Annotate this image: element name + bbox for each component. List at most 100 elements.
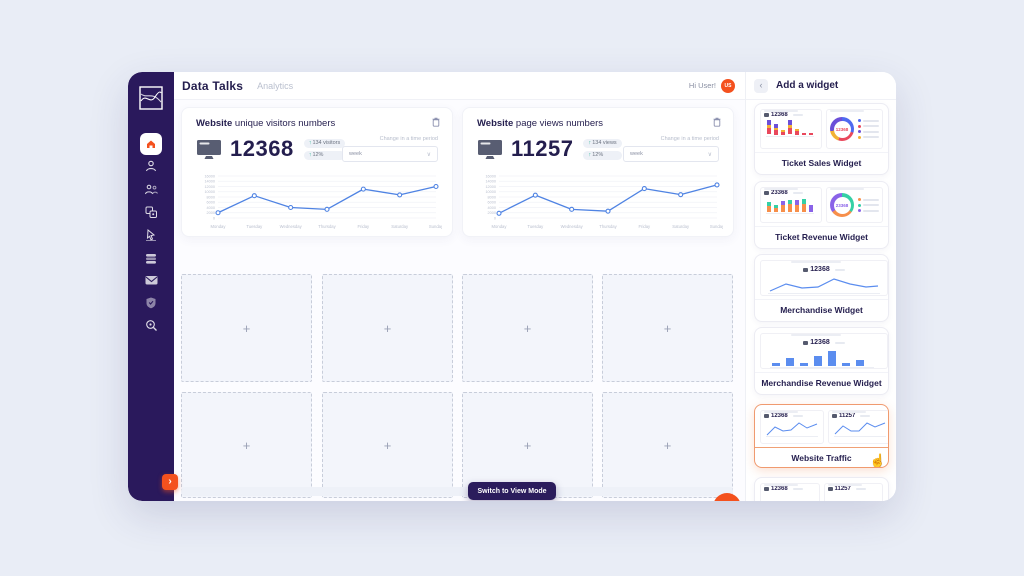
chevron-down-icon: ∨ bbox=[707, 151, 712, 158]
chevron-down-icon: ∨ bbox=[426, 151, 431, 158]
svg-text:Thursday: Thursday bbox=[318, 224, 336, 229]
placeholder-cell[interactable]: + bbox=[602, 392, 733, 498]
delete-widget-icon[interactable] bbox=[432, 117, 440, 127]
change-percent-badge: ↑12% bbox=[583, 150, 622, 160]
svg-text:Tuesday: Tuesday bbox=[246, 224, 263, 229]
period-select[interactable]: week ∨ bbox=[623, 146, 719, 162]
period-label: Change in a time period bbox=[660, 136, 719, 142]
mini-donut-preview: 23368 bbox=[826, 187, 883, 223]
page-title: Data Talks bbox=[182, 78, 244, 93]
mini-bar-preview: 12368 bbox=[760, 333, 888, 369]
sidebar-item-mail[interactable] bbox=[128, 270, 174, 290]
placeholder-cell[interactable]: + bbox=[322, 392, 453, 498]
widget-card-merchandise[interactable]: 12368 Merchandise Widget bbox=[754, 254, 889, 322]
plus-icon: + bbox=[523, 437, 532, 453]
dashboard-canvas: Website unique visitors numbers 12368 bbox=[174, 100, 745, 501]
sidebar-expand-button[interactable]: › bbox=[162, 474, 178, 490]
sidebar-item-user[interactable] bbox=[128, 156, 174, 176]
sidebar-item-stack[interactable] bbox=[128, 248, 174, 268]
svg-text:16000: 16000 bbox=[485, 174, 496, 178]
placeholder-cell[interactable]: + bbox=[462, 274, 593, 382]
widget-card-label: Ticket Revenue Widget bbox=[755, 226, 888, 248]
monitor-icon bbox=[196, 139, 222, 160]
metric-value: 12368 bbox=[230, 136, 294, 161]
widget-card-label: Merchandise Widget bbox=[755, 299, 888, 321]
sidebar-item-search[interactable] bbox=[128, 315, 174, 335]
svg-text:Monday: Monday bbox=[211, 224, 227, 229]
svg-text:Sunday: Sunday bbox=[429, 224, 442, 229]
monitor-icon bbox=[764, 487, 769, 491]
plus-icon: + bbox=[383, 437, 392, 453]
shield-icon bbox=[146, 297, 156, 308]
top-header: Data Talks Analytics Hi User! US bbox=[174, 72, 745, 100]
svg-text:Wednesday: Wednesday bbox=[280, 224, 303, 229]
svg-text:6000: 6000 bbox=[207, 201, 215, 205]
widget-card-label: Ticket Sales Widget bbox=[755, 152, 888, 174]
scrollbar-track[interactable] bbox=[181, 487, 733, 496]
user-greeting: Hi User! bbox=[688, 81, 716, 90]
metric-value: 11257 bbox=[511, 136, 574, 161]
sidebar-item-pointer[interactable] bbox=[128, 225, 174, 245]
widget-card-ticket-sales[interactable]: 12368 bbox=[754, 103, 889, 175]
collapse-panel-button[interactable]: ‹ bbox=[754, 78, 768, 93]
svg-text:10000: 10000 bbox=[485, 190, 496, 194]
change-badge: ↑134 visitors bbox=[303, 138, 346, 148]
sidebar-item-team[interactable] bbox=[128, 179, 174, 199]
period-label: Change in a time period bbox=[379, 136, 438, 142]
svg-text:8000: 8000 bbox=[207, 195, 215, 199]
svg-text:Tuesday: Tuesday bbox=[527, 224, 544, 229]
mail-icon bbox=[145, 276, 157, 285]
floating-action-button-partial[interactable] bbox=[713, 493, 741, 501]
switch-view-mode-button[interactable]: Switch to View Mode bbox=[468, 482, 556, 500]
sidebar-item-tickets[interactable] bbox=[128, 202, 174, 222]
team-icon bbox=[144, 184, 158, 194]
widget-card-ticket-revenue[interactable]: 23368 bbox=[754, 181, 889, 249]
svg-text:8000: 8000 bbox=[488, 195, 496, 199]
svg-text:Friday: Friday bbox=[639, 224, 652, 229]
svg-text:Sunday: Sunday bbox=[710, 224, 723, 229]
plus-icon: + bbox=[663, 437, 672, 453]
widget-card-partial[interactable]: 12368 11257 bbox=[754, 477, 889, 501]
period-select[interactable]: week ∨ bbox=[342, 146, 438, 162]
placeholder-cell[interactable]: + bbox=[181, 274, 312, 382]
svg-text:2000: 2000 bbox=[488, 211, 496, 215]
app-window: › Data Talks Analytics Hi User! US Websi… bbox=[128, 72, 896, 501]
svg-text:0: 0 bbox=[213, 216, 215, 220]
svg-text:16000: 16000 bbox=[204, 174, 215, 178]
user-avatar[interactable]: US bbox=[721, 78, 735, 93]
pointing-hand-cursor: ☝ bbox=[869, 453, 886, 468]
monitor-icon bbox=[827, 487, 833, 491]
placeholder-cell[interactable]: + bbox=[322, 274, 453, 382]
widget-card-label: Merchandise Revenue Widget bbox=[755, 372, 888, 394]
svg-text:Wednesday: Wednesday bbox=[561, 224, 584, 229]
add-widget-panel: ‹ Add a widget 12368 bbox=[745, 72, 896, 501]
svg-text:2000: 2000 bbox=[207, 211, 215, 215]
svg-text:4000: 4000 bbox=[207, 206, 215, 210]
monitor-icon bbox=[803, 267, 809, 272]
mini-bar-preview: 12368 bbox=[760, 109, 822, 149]
panel-title: Add a widget bbox=[776, 80, 839, 91]
mini-line-preview-right: 11257 bbox=[823, 483, 883, 501]
sidebar-item-home-active[interactable] bbox=[140, 133, 162, 155]
svg-text:12000: 12000 bbox=[204, 185, 215, 189]
mini-line-preview-right: 11257 bbox=[828, 410, 888, 444]
pointer-icon bbox=[146, 228, 156, 241]
plus-icon: + bbox=[663, 320, 672, 336]
monitor-icon bbox=[764, 414, 769, 418]
widget-card-website-traffic[interactable]: 12368 11257 bbox=[754, 404, 889, 468]
widget-title: Website unique visitors numbers bbox=[196, 118, 336, 129]
delete-widget-icon[interactable] bbox=[713, 117, 721, 127]
svg-text:10000: 10000 bbox=[204, 190, 215, 194]
monitor-icon bbox=[803, 340, 809, 345]
sidebar bbox=[128, 72, 174, 501]
placeholder-cell[interactable]: + bbox=[181, 392, 312, 498]
panel-header: ‹ Add a widget bbox=[746, 72, 896, 100]
widget-card-merchandise-revenue[interactable]: 12368 Merchandise Revenue Wi bbox=[754, 327, 889, 395]
placeholder-cell[interactable]: + bbox=[602, 274, 733, 382]
mini-donut-preview: 12368 bbox=[826, 109, 883, 149]
sidebar-item-shield[interactable] bbox=[128, 292, 174, 312]
svg-text:Saturday: Saturday bbox=[391, 224, 409, 229]
monitor-icon bbox=[832, 414, 837, 418]
